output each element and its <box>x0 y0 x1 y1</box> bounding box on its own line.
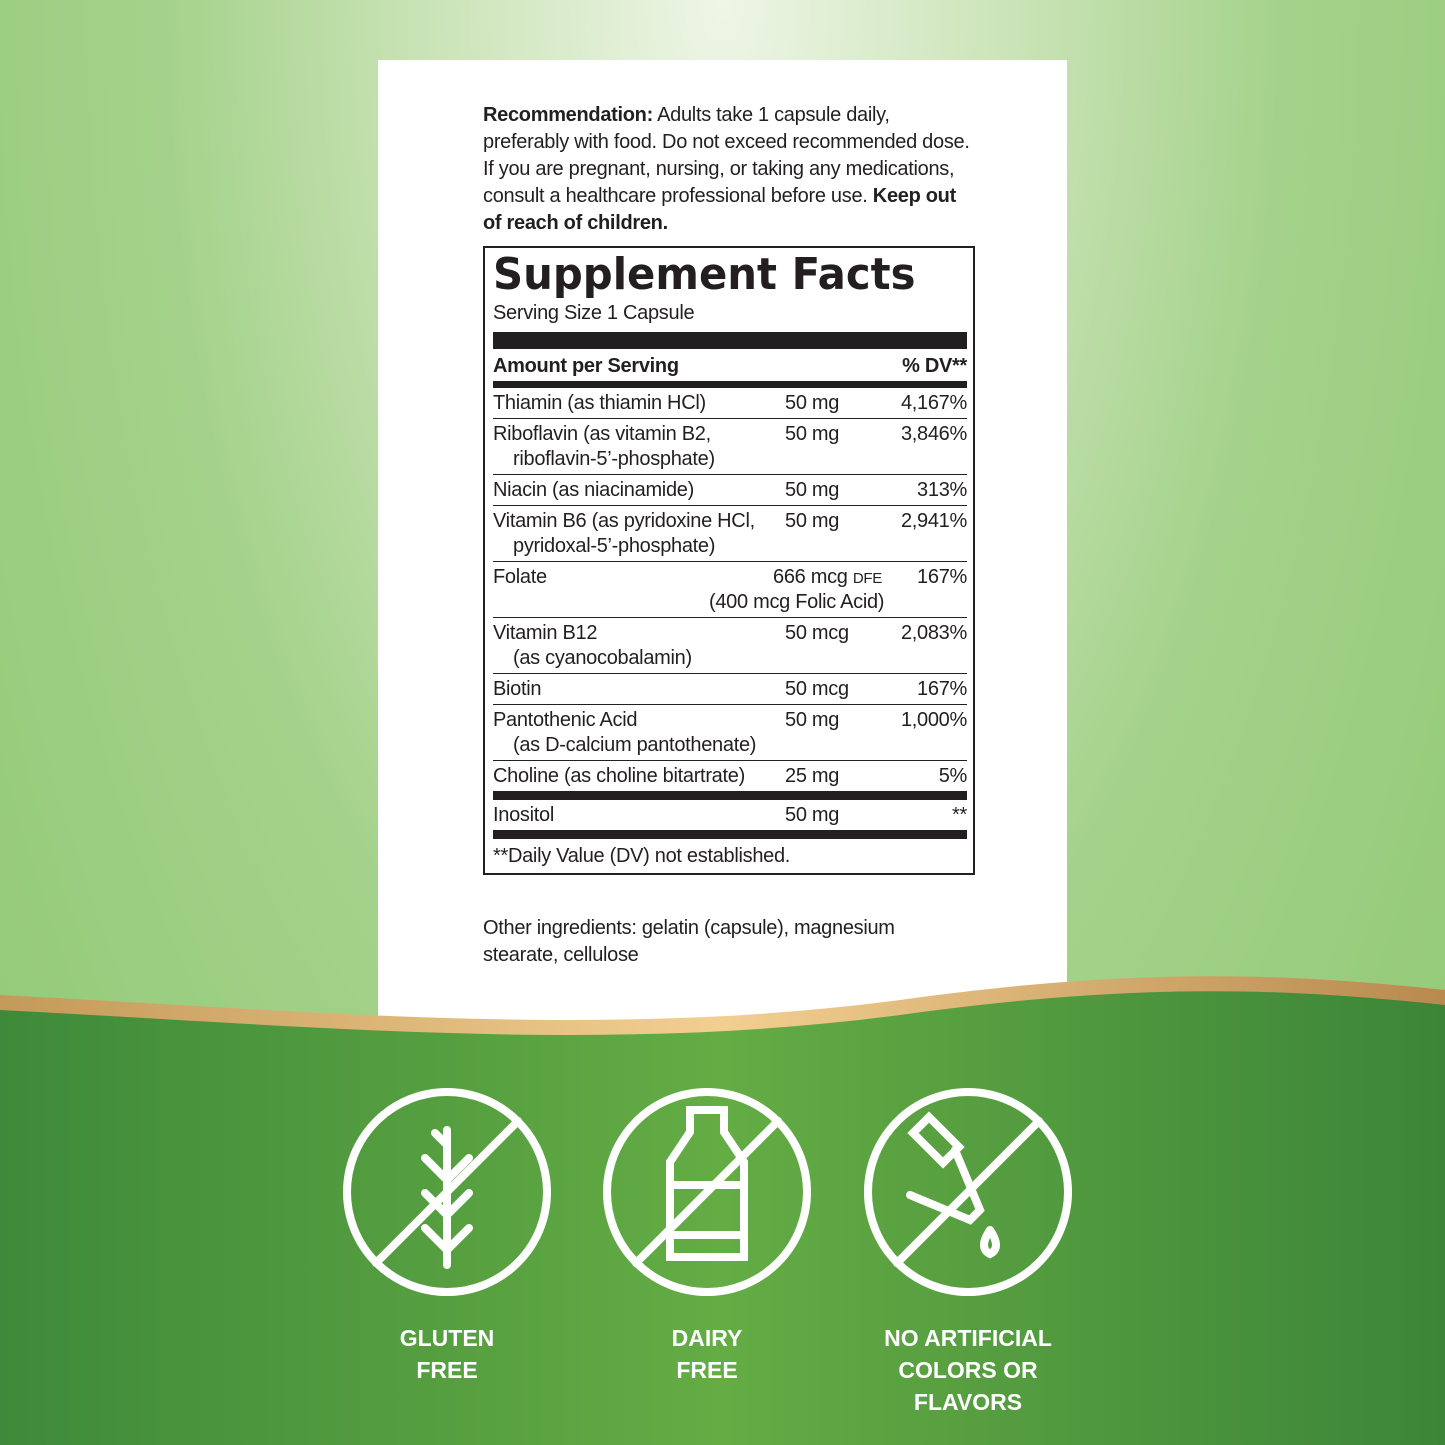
amount-value: 50 mg <box>785 709 840 731</box>
amount-value: 50 mg <box>785 392 840 414</box>
badge-line: COLORS OR <box>898 1357 1038 1383</box>
badge-line: NO ARTIFICIAL <box>884 1325 1052 1351</box>
note: (400 mcg Folic Acid) <box>709 591 885 613</box>
header-amount: Amount per Serving <box>493 355 679 377</box>
name: Folate <box>493 566 547 588</box>
amount: 50 mg <box>785 509 875 559</box>
nutrient-name: Thiamin (as thiamin HCl) <box>493 391 785 416</box>
nutrient-row: Riboflavin (as vitamin B2, riboflavin-5’-… <box>493 418 967 474</box>
name-detail: (as D-calcium pantothenate) <box>513 734 757 756</box>
daily-value: 5% <box>938 765 968 787</box>
nutrient-name: Choline (as choline bitartrate) <box>493 764 785 789</box>
nutrient-row: Choline (as choline bitartrate) 25 mg 5% <box>493 760 967 791</box>
header-row: Amount per Serving % DV** <box>493 349 967 381</box>
amount: 50 mg <box>785 422 875 472</box>
nutrient-row: Niacin (as niacinamide) 50 mg 313% <box>493 474 967 505</box>
nutrient-row: Thiamin (as thiamin HCl) 50 mg 4,167% <box>493 388 967 418</box>
divider <box>493 830 967 839</box>
amount: 666 mcg DFE <box>773 565 882 615</box>
daily-value: ** <box>952 804 967 826</box>
name: Vitamin B12 <box>493 622 598 644</box>
badge-label: DAIRY FREE <box>577 1322 837 1386</box>
nutrient-name: Pantothenic Acid (as D-calcium pantothena… <box>493 708 785 758</box>
amount-value: 50 mcg <box>785 678 849 700</box>
amount-value: 50 mcg <box>785 622 849 644</box>
amount: 25 mg <box>785 764 875 789</box>
name: Riboflavin (as vitamin B2, <box>493 423 711 445</box>
rec-label: Recommendation: <box>483 104 653 126</box>
daily-value: 2,083% <box>900 622 967 644</box>
badge-label: GLUTEN FREE <box>317 1322 577 1386</box>
name-detail: riboflavin-5’-phosphate) <box>513 448 715 470</box>
nutrient-row: Folate (400 mcg Folic Acid) 666 mcg DFE 167… <box>493 561 967 617</box>
other-ingredients: Other ingredients: gelatin (capsule), ma… <box>483 917 895 966</box>
badge-line: FREE <box>676 1357 738 1383</box>
amount-value: 50 mg <box>785 423 840 445</box>
daily-value: 167% <box>917 678 967 700</box>
daily-value: 3,846% <box>900 423 967 445</box>
nutrient-name: Riboflavin (as vitamin B2, riboflavin-5’-… <box>493 422 785 472</box>
amount: 50 mcg <box>785 677 875 702</box>
divider <box>493 381 967 388</box>
amount: 50 mg <box>785 478 875 503</box>
name: Vitamin B6 (as pyridoxine HCl, <box>493 510 755 532</box>
amount-value: 50 mg <box>785 479 840 501</box>
nutrient-row: Vitamin B6 (as pyridoxine HCl, pyridoxal-… <box>493 505 967 561</box>
daily-value: 167% <box>917 566 967 588</box>
nutrient-row: Inositol 50 mg ** <box>493 800 967 830</box>
name: Niacin (as niacinamide) <box>493 479 694 501</box>
rec-text: Adults take 1 capsule daily, preferably … <box>483 104 970 207</box>
name: Thiamin (as thiamin HCl) <box>493 392 706 414</box>
nutrient-row: Vitamin B12 (as cyanocobalamin) 50 mcg 2,08… <box>493 617 967 673</box>
amount-value: 50 mg <box>785 510 840 532</box>
badge-line: GLUTEN <box>399 1325 495 1351</box>
nutrient-name: Inositol <box>493 803 785 828</box>
amount-value: 50 mg <box>785 804 840 826</box>
badge-label: NO ARTIFICIAL COLORS OR FLAVORS <box>838 1322 1098 1418</box>
amount-value: 25 mg <box>785 765 840 787</box>
name: Pantothenic Acid <box>493 709 638 731</box>
header-dv: % DV** <box>902 355 967 377</box>
name-detail: (as cyanocobalamin) <box>513 647 692 669</box>
amount-value: 666 mcg <box>773 566 848 588</box>
badge-line: DAIRY <box>671 1325 743 1351</box>
divider <box>493 332 967 349</box>
nutrient-name: Vitamin B12 (as cyanocobalamin) <box>493 621 785 671</box>
daily-value: 1,000% <box>900 709 967 731</box>
rec-warning: Keep out of reach of children. <box>483 185 956 234</box>
name: Inositol <box>493 804 554 826</box>
name: Biotin <box>493 678 542 700</box>
divider <box>493 791 967 800</box>
rows: Thiamin (as thiamin HCl) 50 mg 4,167% Ribof… <box>493 388 967 830</box>
footnote: **Daily Value (DV) not established. <box>493 845 791 867</box>
daily-value: 313% <box>917 479 967 501</box>
amount: 50 mg <box>785 391 875 416</box>
nutrient-row: Pantothenic Acid (as D-calcium pantothena… <box>493 704 967 760</box>
name: Choline (as choline bitartrate) <box>493 765 745 787</box>
unit: DFE <box>852 570 882 587</box>
badge-line: FLAVORS <box>913 1389 1023 1415</box>
recommendation: Recommendation: Adults take 1 capsule da… <box>483 102 973 237</box>
facts-title: Supplement Facts <box>493 249 916 300</box>
badge-line: FREE <box>416 1357 478 1383</box>
name-detail: pyridoxal-5’-phosphate) <box>513 535 716 557</box>
amount: 50 mg <box>785 803 875 828</box>
amount: 50 mcg <box>785 621 875 671</box>
daily-value: 2,941% <box>900 510 967 532</box>
nutrient-row: Biotin 50 mcg 167% <box>493 673 967 704</box>
nutrient-name: Vitamin B6 (as pyridoxine HCl, pyridoxal-… <box>493 509 785 559</box>
label-card <box>378 60 1067 1020</box>
nutrient-name: Biotin <box>493 677 785 702</box>
daily-value: 4,167% <box>900 392 967 414</box>
supplement-facts: Supplement Facts Serving Size 1 Capsule … <box>483 246 975 875</box>
nutrient-name: Folate (400 mcg Folic Acid) <box>493 565 885 615</box>
amount: 50 mg <box>785 708 875 758</box>
nutrient-name: Niacin (as niacinamide) <box>493 478 785 503</box>
serving-size: Serving Size 1 Capsule <box>493 302 695 324</box>
